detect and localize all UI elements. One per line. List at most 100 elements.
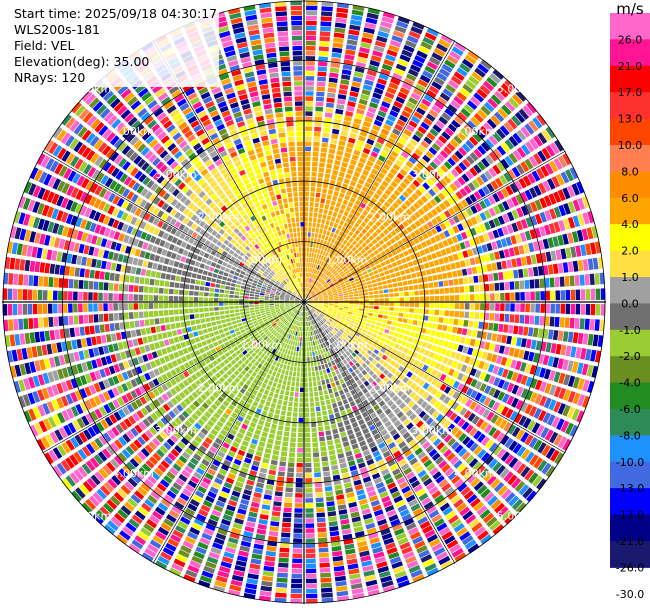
gate: [492, 401, 501, 412]
gate: [422, 214, 430, 222]
gate: [342, 441, 350, 447]
gate: [336, 276, 342, 280]
gate: [305, 121, 313, 126]
gate: [313, 313, 317, 318]
gate: [477, 161, 486, 171]
gate: [425, 113, 436, 122]
gate: [429, 397, 438, 406]
gate: [524, 434, 534, 446]
gate: [465, 229, 473, 238]
gate: [479, 312, 485, 320]
gate: [373, 329, 379, 334]
gate: [404, 397, 412, 405]
gate: [446, 142, 456, 152]
gate: [506, 198, 515, 209]
gate: [409, 457, 418, 466]
gate: [328, 338, 333, 344]
gate: [414, 290, 419, 296]
gate: [272, 371, 277, 377]
gate: [360, 93, 370, 101]
gate: [405, 101, 416, 110]
gate: [396, 276, 402, 282]
gate: [309, 289, 313, 294]
gate: [284, 497, 293, 503]
gate: [450, 262, 456, 270]
gate: [390, 230, 397, 237]
gate: [345, 282, 351, 286]
gate: [306, 326, 309, 332]
gate: [289, 447, 296, 453]
gate: [347, 342, 352, 348]
gate: [304, 257, 306, 262]
gate: [335, 489, 344, 496]
gate: [326, 97, 335, 103]
gate: [268, 369, 273, 375]
gate: [490, 303, 495, 311]
gate: [252, 548, 263, 555]
gate: [324, 252, 329, 257]
gate: [346, 316, 352, 320]
gate: [320, 400, 326, 406]
gate: [370, 352, 377, 359]
gate: [432, 274, 438, 281]
gate: [238, 353, 244, 359]
gate: [412, 461, 421, 470]
gate: [405, 124, 415, 133]
gate: [448, 207, 456, 216]
gate: [494, 251, 501, 260]
gate: [530, 303, 535, 313]
gate: [345, 392, 352, 398]
gate: [367, 408, 375, 415]
gate: [370, 97, 380, 105]
gate: [366, 177, 374, 184]
gate: [591, 365, 599, 378]
gate: [296, 452, 303, 458]
gate: [265, 400, 271, 407]
gate: [271, 423, 277, 430]
gate: [451, 401, 459, 411]
gate: [491, 354, 498, 363]
gate: [317, 350, 321, 355]
gate: [320, 279, 324, 284]
gate: [313, 243, 316, 248]
gate: [398, 137, 407, 146]
gate: [360, 152, 369, 159]
gate: [335, 325, 340, 330]
gate: [348, 309, 354, 312]
gate: [320, 266, 324, 272]
gate: [318, 354, 323, 360]
gate: [326, 321, 331, 325]
gate: [395, 198, 403, 206]
gate: [375, 176, 383, 184]
gate: [525, 291, 530, 301]
gate: [524, 403, 533, 415]
gate: [407, 279, 413, 285]
gate: [457, 223, 464, 232]
gate: [353, 335, 359, 340]
gate: [364, 224, 371, 231]
gate: [326, 271, 331, 276]
gate: [371, 168, 379, 176]
gate: [471, 415, 480, 425]
gate: [350, 330, 356, 335]
gate: [306, 282, 308, 288]
gate: [323, 268, 328, 274]
gate: [315, 317, 320, 322]
gate: [418, 102, 429, 112]
gate: [534, 393, 543, 405]
gate: [335, 259, 341, 265]
gate: [381, 354, 388, 361]
gate: [163, 339, 170, 346]
gate: [457, 372, 464, 381]
gate: [341, 286, 347, 290]
gate: [355, 166, 363, 173]
gate: [379, 327, 385, 332]
gate: [288, 371, 293, 376]
gate: [313, 238, 317, 243]
gate: [514, 314, 520, 324]
gate: [454, 429, 463, 439]
gate: [436, 43, 448, 53]
gate: [500, 158, 510, 169]
gate: [493, 217, 501, 227]
gate: [323, 471, 331, 477]
